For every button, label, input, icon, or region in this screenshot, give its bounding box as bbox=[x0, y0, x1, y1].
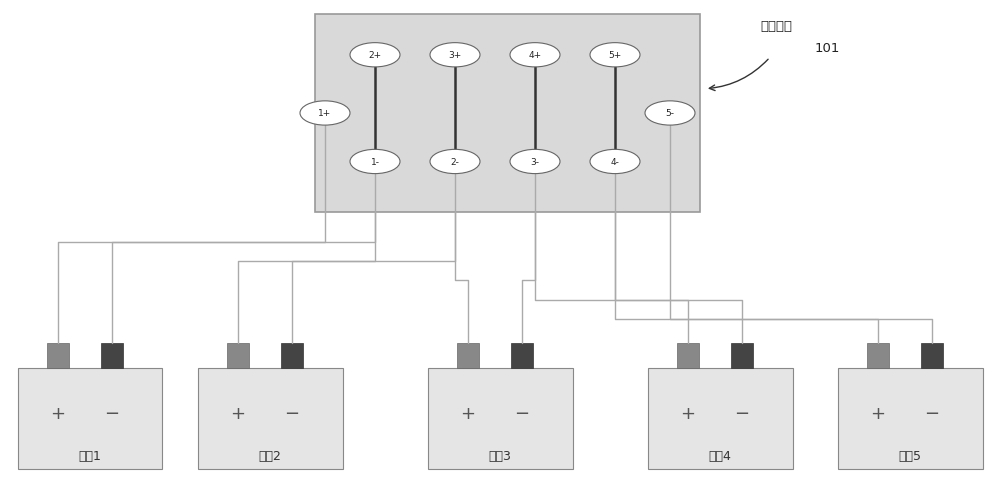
Text: 1+: 1+ bbox=[318, 109, 332, 118]
Text: 101: 101 bbox=[815, 42, 840, 55]
Text: 2-: 2- bbox=[451, 158, 459, 166]
Text: 电池3: 电池3 bbox=[489, 449, 511, 462]
FancyBboxPatch shape bbox=[921, 344, 943, 368]
FancyBboxPatch shape bbox=[198, 368, 342, 469]
Text: 5-: 5- bbox=[666, 109, 674, 118]
Text: 4-: 4- bbox=[611, 158, 619, 166]
Circle shape bbox=[430, 44, 480, 68]
Text: 电池1: 电池1 bbox=[79, 449, 101, 462]
FancyBboxPatch shape bbox=[227, 344, 249, 368]
FancyBboxPatch shape bbox=[101, 344, 123, 368]
Circle shape bbox=[510, 150, 560, 174]
Text: −: − bbox=[514, 405, 530, 423]
Text: +: + bbox=[680, 405, 696, 423]
FancyBboxPatch shape bbox=[867, 344, 889, 368]
Text: 电池5: 电池5 bbox=[898, 449, 922, 462]
FancyBboxPatch shape bbox=[428, 368, 572, 469]
FancyBboxPatch shape bbox=[281, 344, 303, 368]
FancyBboxPatch shape bbox=[47, 344, 69, 368]
FancyBboxPatch shape bbox=[315, 15, 700, 213]
Text: +: + bbox=[231, 405, 246, 423]
FancyBboxPatch shape bbox=[648, 368, 792, 469]
Text: −: − bbox=[104, 405, 120, 423]
Text: +: + bbox=[460, 405, 476, 423]
Circle shape bbox=[590, 150, 640, 174]
Text: 电池4: 电池4 bbox=[709, 449, 731, 462]
Text: 1-: 1- bbox=[370, 158, 380, 166]
Text: 3+: 3+ bbox=[448, 51, 462, 60]
Text: 4+: 4+ bbox=[528, 51, 542, 60]
Circle shape bbox=[350, 44, 400, 68]
Text: 2+: 2+ bbox=[368, 51, 382, 60]
Text: +: + bbox=[870, 405, 886, 423]
Text: −: − bbox=[924, 405, 940, 423]
Text: 切换插座: 切换插座 bbox=[760, 20, 792, 33]
Text: −: − bbox=[284, 405, 300, 423]
FancyBboxPatch shape bbox=[18, 368, 162, 469]
Circle shape bbox=[300, 102, 350, 126]
FancyBboxPatch shape bbox=[838, 368, 982, 469]
Text: 电池2: 电池2 bbox=[259, 449, 281, 462]
Text: 3-: 3- bbox=[530, 158, 540, 166]
Text: +: + bbox=[50, 405, 66, 423]
Circle shape bbox=[645, 102, 695, 126]
Text: 5+: 5+ bbox=[608, 51, 622, 60]
Circle shape bbox=[510, 44, 560, 68]
Circle shape bbox=[350, 150, 400, 174]
FancyBboxPatch shape bbox=[457, 344, 479, 368]
FancyBboxPatch shape bbox=[511, 344, 533, 368]
Circle shape bbox=[430, 150, 480, 174]
FancyBboxPatch shape bbox=[677, 344, 699, 368]
Text: −: − bbox=[734, 405, 750, 423]
Circle shape bbox=[590, 44, 640, 68]
FancyBboxPatch shape bbox=[731, 344, 753, 368]
